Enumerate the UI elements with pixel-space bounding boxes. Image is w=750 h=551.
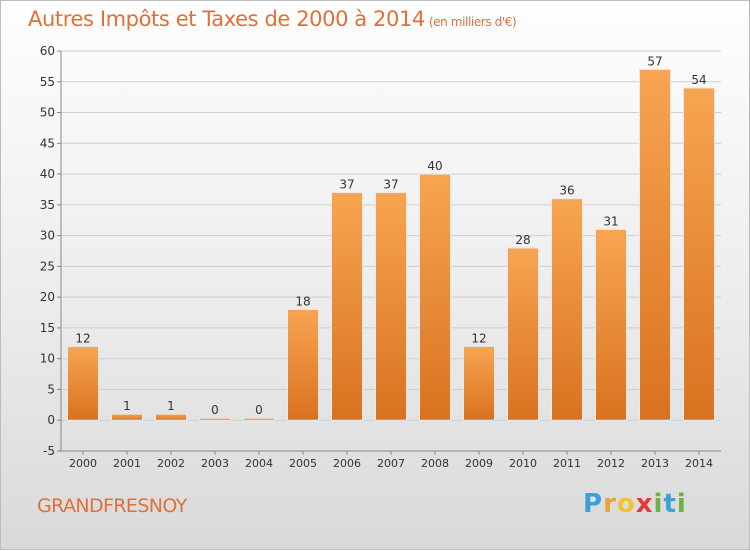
data-label-2004: 0 — [255, 403, 263, 417]
x-tick-label-2004: 2004 — [245, 457, 273, 470]
bar-2011 — [551, 198, 583, 421]
bars — [67, 68, 715, 421]
x-tick-label-2014: 2014 — [685, 457, 713, 470]
x-tick-label-2003: 2003 — [201, 457, 229, 470]
data-labels: 12 1 1 0 0 18 37 37 40 12 28 36 31 57 54 — [75, 54, 706, 417]
bar-2006 — [331, 192, 363, 421]
data-label-2000: 12 — [75, 331, 90, 345]
y-tick-label: 45 — [40, 136, 55, 150]
bar-2001 — [111, 413, 143, 421]
chart-title-text: Autres Impôts et Taxes de 2000 à 2014 — [28, 7, 425, 31]
data-label-2009: 12 — [471, 331, 486, 345]
bar-2002 — [155, 413, 187, 421]
bar-2003 — [199, 417, 231, 421]
y-tick-label: 15 — [40, 321, 55, 335]
proxiti-logo: Proxiti — [583, 489, 687, 519]
logo-letter: o — [616, 489, 636, 519]
y-tick-label: 25 — [40, 259, 55, 273]
x-tick-label-2009: 2009 — [465, 457, 493, 470]
bar-2014 — [683, 87, 715, 421]
bar-2013 — [639, 68, 671, 421]
data-label-2011: 36 — [559, 184, 574, 198]
data-label-2007: 37 — [383, 178, 398, 192]
data-label-2002: 1 — [167, 399, 175, 413]
data-label-2008: 40 — [427, 159, 442, 173]
x-tick-label-2007: 2007 — [377, 457, 405, 470]
x-tick-label-2008: 2008 — [421, 457, 449, 470]
bar-2007 — [375, 192, 407, 421]
logo-letter: P — [583, 489, 604, 519]
x-tick-label-2001: 2001 — [113, 457, 141, 470]
y-tick-label: 60 — [40, 44, 55, 58]
y-tick-label: -5 — [43, 444, 55, 458]
bar-2010 — [507, 247, 539, 421]
y-tick-label: 0 — [47, 413, 55, 427]
x-tick-label-2006: 2006 — [333, 457, 361, 470]
data-label-2003: 0 — [211, 403, 219, 417]
logo-letter: t — [663, 489, 677, 519]
x-tick-label-2000: 2000 — [69, 457, 97, 470]
y-tick-label: 50 — [40, 106, 55, 120]
logo-letter: i — [676, 489, 687, 519]
data-label-2006: 37 — [339, 178, 354, 192]
data-label-2010: 28 — [515, 233, 530, 247]
x-tick-label-2002: 2002 — [157, 457, 185, 470]
x-tick-label-2005: 2005 — [289, 457, 317, 470]
bar-2009 — [463, 345, 495, 421]
bar-2004 — [243, 417, 275, 421]
chart-subtitle: (en milliers d'€) — [428, 15, 517, 29]
y-tick-label: 5 — [47, 382, 55, 396]
bar-2005 — [287, 308, 319, 421]
bar-2008 — [419, 173, 451, 421]
logo-letter: i — [653, 489, 664, 519]
logo-letter: r — [603, 489, 617, 519]
x-tick-label-2013: 2013 — [641, 457, 669, 470]
data-label-2014: 54 — [691, 73, 706, 87]
data-label-2013: 57 — [647, 54, 662, 68]
y-tick-label: 10 — [40, 352, 55, 366]
y-tick-label: 55 — [40, 75, 55, 89]
x-tick-label-2010: 2010 — [509, 457, 537, 470]
data-label-2005: 18 — [295, 294, 310, 308]
x-tick-label-2011: 2011 — [553, 457, 581, 470]
logo-letter: x — [635, 489, 654, 519]
y-tick-label: 40 — [40, 167, 55, 181]
chart-title: Autres Impôts et Taxes de 2000 à 2014 (en… — [28, 7, 517, 31]
data-label-2001: 1 — [123, 399, 131, 413]
y-tick-label: 20 — [40, 290, 55, 304]
bar-2000 — [67, 345, 99, 421]
bar-2012 — [595, 228, 627, 421]
data-label-2012: 31 — [603, 214, 618, 228]
x-tick-label-2012: 2012 — [597, 457, 625, 470]
y-tick-label: 35 — [40, 198, 55, 212]
y-tick-label: 30 — [40, 229, 55, 243]
commune-name: GRANDFRESNOY — [37, 495, 187, 517]
